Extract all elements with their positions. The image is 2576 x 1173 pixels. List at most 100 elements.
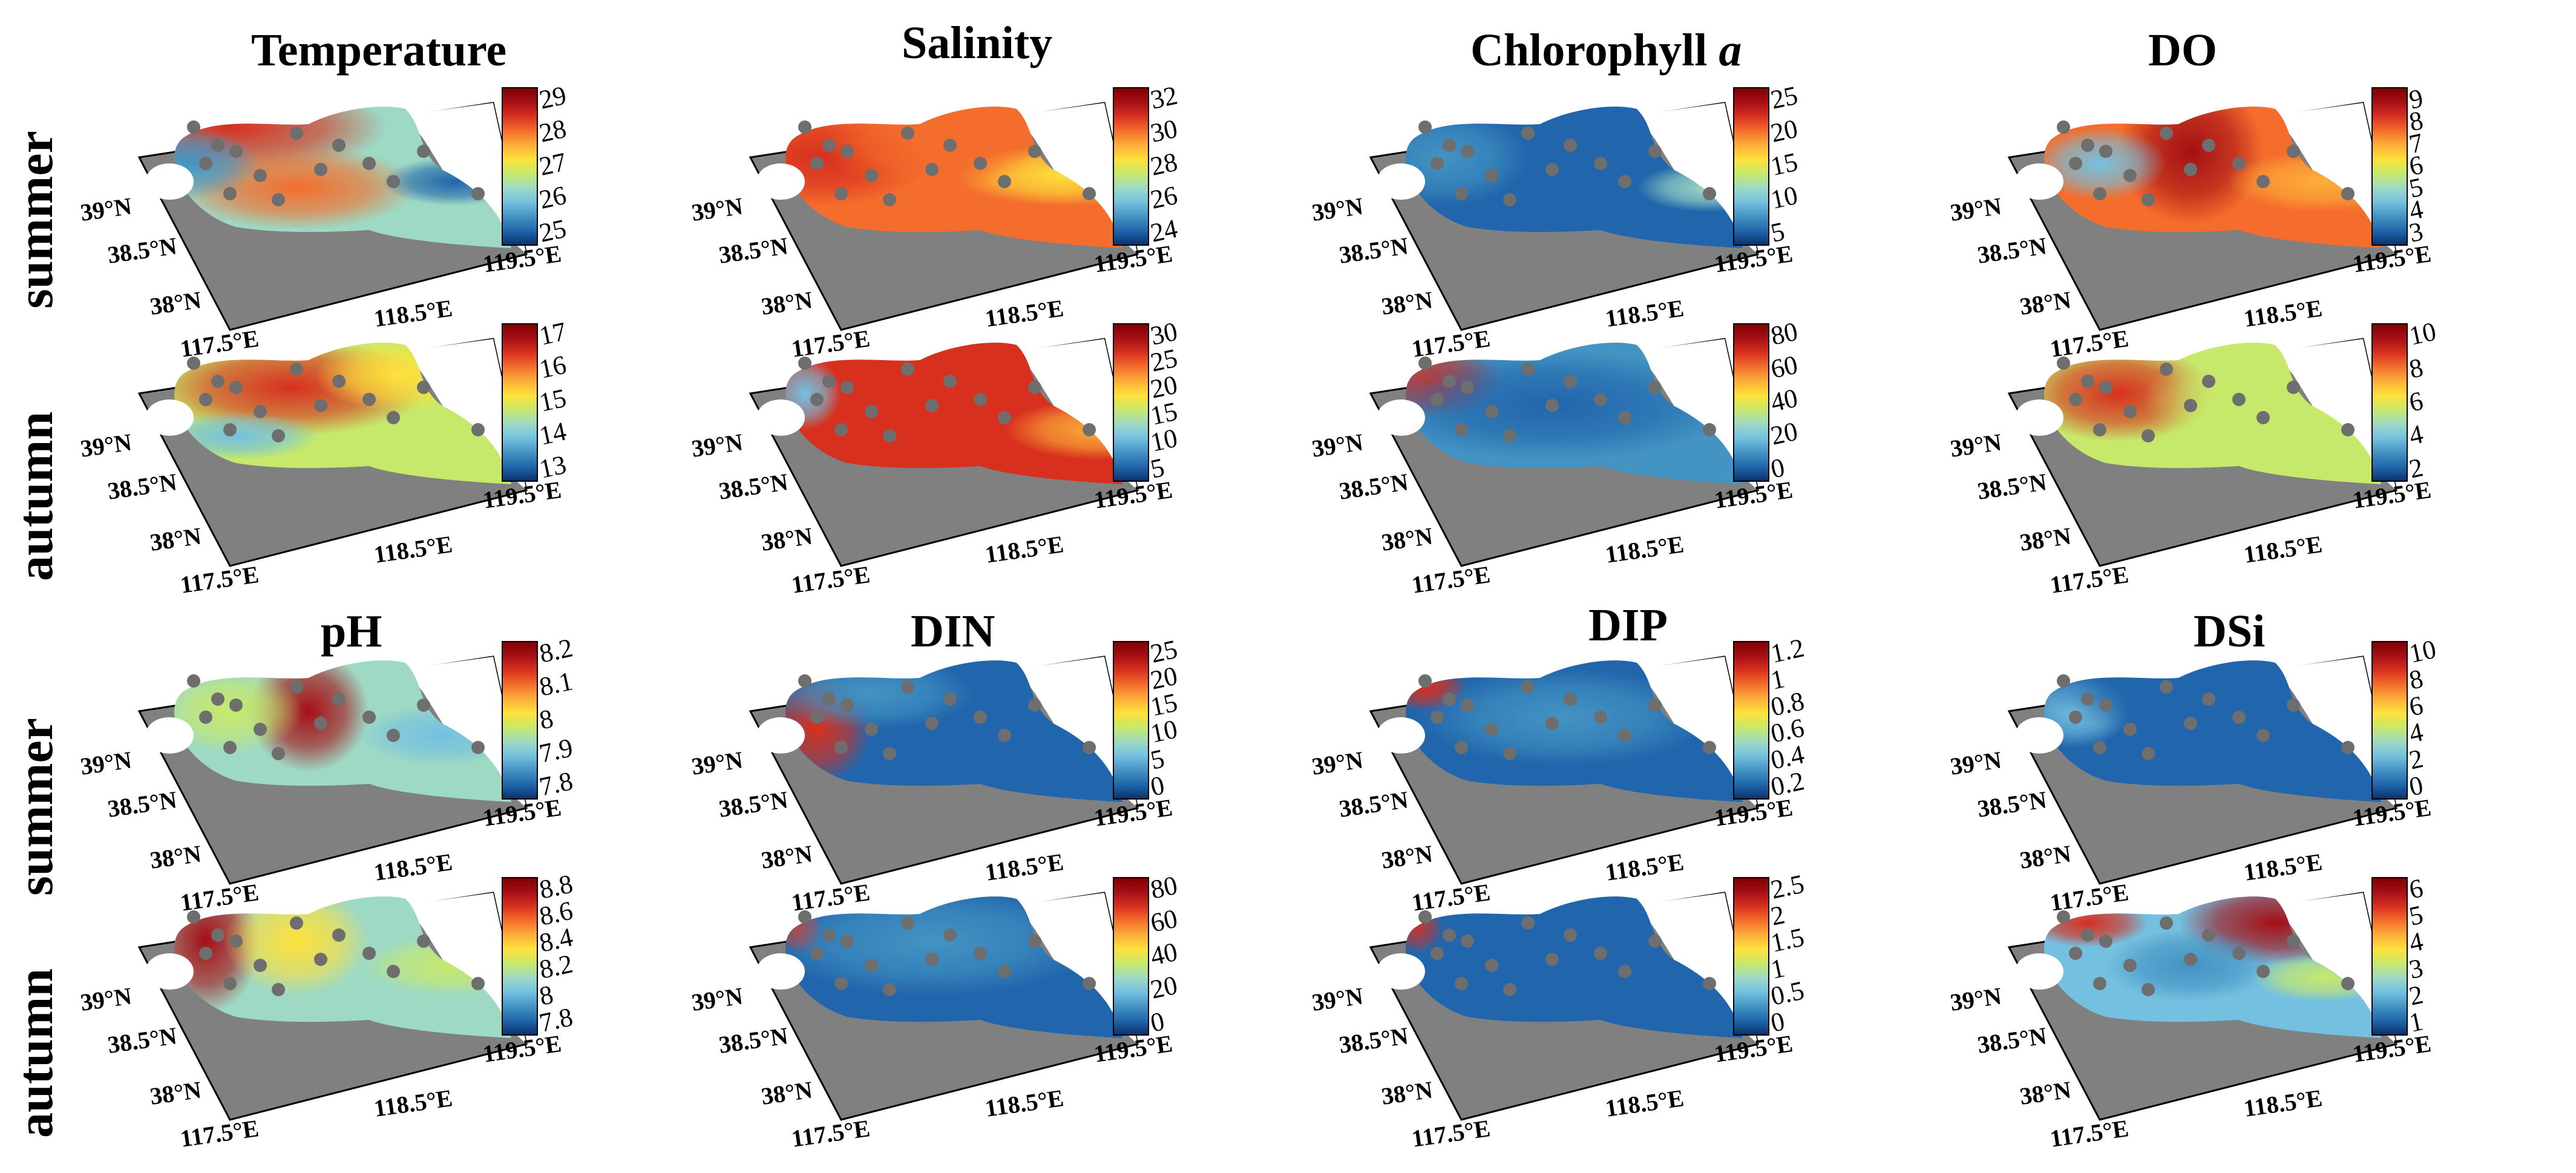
lat-label-39n: 39°N bbox=[1310, 192, 1365, 226]
colorbar-tick-label: 10 bbox=[1148, 714, 1180, 749]
sampling-station bbox=[1618, 411, 1631, 424]
sampling-station bbox=[2256, 175, 2270, 188]
sampling-station bbox=[332, 692, 346, 706]
dip-summer-map-panel: 39°N38.5°N38°N117.5°E118.5°E119.5°E1.210… bbox=[1310, 632, 1807, 916]
sampling-station bbox=[1648, 698, 1662, 712]
sampling-station bbox=[211, 928, 224, 942]
coast-notch bbox=[2015, 163, 2063, 200]
sampling-station bbox=[272, 747, 285, 760]
sampling-station bbox=[1418, 120, 1432, 134]
colorbar-tick-label: 30 bbox=[1148, 317, 1180, 351]
sampling-station bbox=[2069, 947, 2082, 960]
lat-label-38-5n: 38.5°N bbox=[1337, 786, 1410, 823]
colorbar-tick-label: 26 bbox=[537, 180, 569, 215]
sampling-station bbox=[798, 910, 811, 924]
colorbar-tick-label: 20 bbox=[1148, 970, 1180, 1005]
sampling-station bbox=[1443, 692, 1456, 706]
lon-label-118-5e: 118.5°E bbox=[1604, 294, 1685, 332]
sampling-station bbox=[1455, 187, 1468, 200]
temperature-autumn-map-panel: 39°N38.5°N38°N117.5°E118.5°E119.5°E17161… bbox=[79, 317, 569, 599]
sampling-station bbox=[841, 381, 854, 394]
sampling-station bbox=[943, 139, 957, 152]
sampling-station bbox=[1443, 928, 1456, 942]
sampling-station bbox=[998, 411, 1011, 424]
colorbar-tick-label: 25 bbox=[1768, 80, 1800, 115]
sampling-station bbox=[901, 680, 914, 694]
sampling-station bbox=[1545, 399, 1559, 412]
colorbar-tick-label: 8.2 bbox=[537, 632, 575, 668]
sampling-station bbox=[2184, 163, 2197, 176]
sampling-station bbox=[1083, 741, 1096, 754]
dsi-autumn-map-panel: 39°N38.5°N38°N117.5°E118.5°E119.5°E65432… bbox=[1948, 873, 2433, 1152]
colorbar-tick-label: 0.2 bbox=[1768, 766, 1807, 801]
sampling-station bbox=[2123, 169, 2137, 182]
colorbar-tick-label: 0.5 bbox=[1768, 975, 1807, 1011]
sampling-station bbox=[1443, 375, 1456, 388]
colorbar-tick-label: 10 bbox=[1148, 423, 1180, 458]
colorbar bbox=[502, 641, 538, 800]
sampling-station bbox=[187, 674, 200, 688]
sampling-station bbox=[2184, 399, 2197, 412]
coast-notch bbox=[756, 399, 805, 436]
dsi-summer-map-panel: 39°N38.5°N38°N117.5°E118.5°E119.5°E10864… bbox=[1948, 634, 2439, 916]
lon-label-117-5e: 117.5°E bbox=[2048, 324, 2130, 363]
lat-label-38n: 38°N bbox=[2018, 522, 2073, 556]
sampling-station bbox=[1703, 741, 1716, 754]
colorbar-tick-label: 13 bbox=[537, 450, 569, 484]
lon-label-117-5e: 117.5°E bbox=[2048, 1114, 2130, 1152]
colorbar-tick-label: 0.4 bbox=[1768, 739, 1807, 775]
sampling-station bbox=[332, 139, 346, 152]
sampling-station bbox=[2057, 910, 2070, 924]
sampling-station bbox=[2202, 139, 2215, 152]
colorbar bbox=[1733, 323, 1769, 482]
lon-label-117-5e: 117.5°E bbox=[179, 324, 260, 363]
sampling-station bbox=[1455, 977, 1468, 990]
sampling-station bbox=[2341, 423, 2355, 436]
sampling-station bbox=[290, 363, 303, 376]
sampling-station bbox=[865, 169, 878, 182]
lon-label-118-5e: 118.5°E bbox=[983, 294, 1065, 332]
lat-label-38-5n: 38.5°N bbox=[106, 232, 179, 269]
sampling-station bbox=[199, 947, 212, 960]
sampling-station bbox=[2069, 711, 2082, 724]
lat-label-38n: 38°N bbox=[148, 840, 203, 874]
lat-label-39n: 39°N bbox=[79, 746, 133, 780]
colorbar bbox=[1113, 641, 1149, 800]
sampling-station bbox=[798, 674, 811, 688]
sampling-station bbox=[834, 423, 848, 436]
sampling-station bbox=[1485, 959, 1498, 972]
colorbar-tick-label: 15 bbox=[1148, 396, 1180, 431]
sampling-station bbox=[387, 965, 400, 978]
sampling-station bbox=[1521, 916, 1535, 930]
sampling-station bbox=[2142, 983, 2155, 996]
sampling-station bbox=[254, 169, 267, 182]
lon-label-118-5e: 118.5°E bbox=[1604, 848, 1685, 886]
sampling-station bbox=[229, 935, 243, 948]
sampling-station bbox=[199, 711, 212, 724]
lat-label-38n: 38°N bbox=[1380, 522, 1434, 556]
sampling-station bbox=[199, 157, 212, 170]
sampling-station bbox=[2184, 953, 2197, 966]
sampling-station bbox=[2081, 139, 2094, 152]
sampling-station bbox=[865, 959, 878, 972]
lat-label-38n: 38°N bbox=[759, 522, 814, 556]
sampling-station bbox=[314, 953, 327, 966]
title-ph: pH bbox=[321, 606, 382, 657]
sampling-station bbox=[1618, 965, 1631, 978]
lon-label-118-5e: 118.5°E bbox=[983, 848, 1065, 886]
colorbar-tick-label: 8.1 bbox=[537, 666, 575, 702]
sampling-station bbox=[471, 423, 485, 436]
colorbar-tick-label: 8 bbox=[537, 703, 556, 735]
sampling-station bbox=[1418, 910, 1432, 924]
sampling-station bbox=[223, 187, 237, 200]
sampling-station bbox=[2232, 711, 2246, 724]
colorbar-tick-label: 10 bbox=[2407, 634, 2439, 669]
sampling-station bbox=[1028, 698, 1041, 712]
sampling-station bbox=[1503, 983, 1516, 996]
colorbar-tick-label: 27 bbox=[537, 147, 569, 182]
sampling-station bbox=[834, 187, 848, 200]
sampling-station bbox=[834, 741, 848, 754]
sampling-station bbox=[1703, 187, 1716, 200]
colorbar-tick-label: 16 bbox=[537, 350, 569, 384]
coast-notch bbox=[1377, 953, 1425, 990]
